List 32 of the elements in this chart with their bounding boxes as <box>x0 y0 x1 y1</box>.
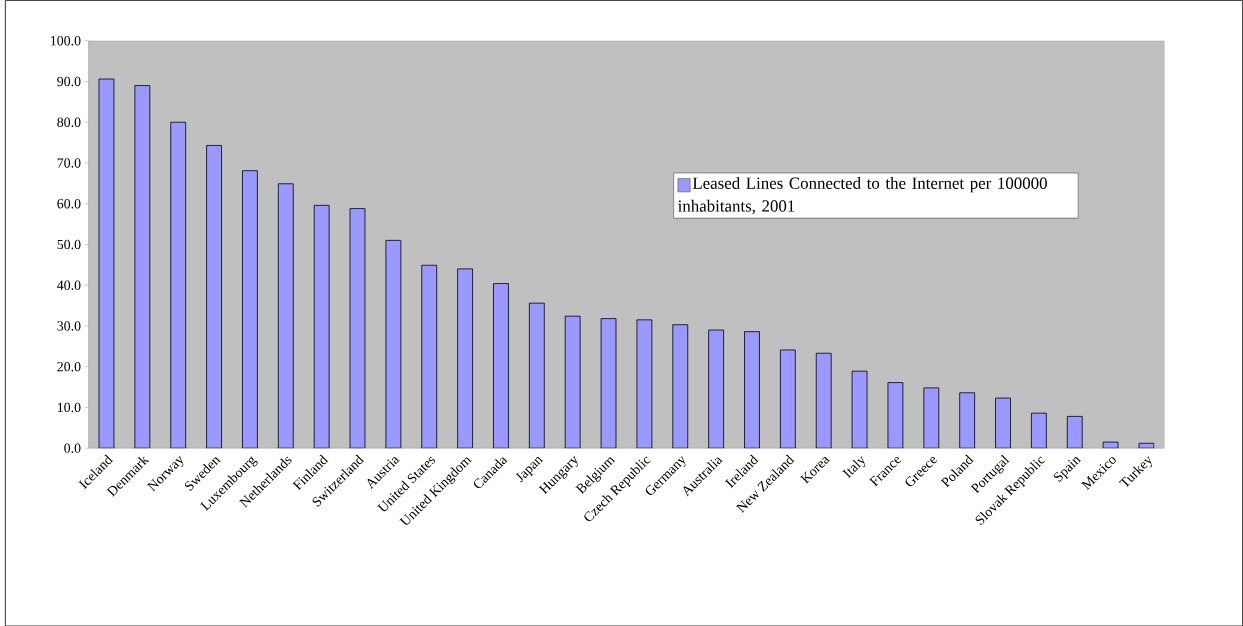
bar <box>242 170 258 448</box>
bar <box>708 329 724 448</box>
bar <box>277 183 294 448</box>
y-tick-label: 100.0 <box>51 35 81 46</box>
bar <box>170 121 187 448</box>
bar <box>1066 415 1083 448</box>
bar <box>923 387 940 448</box>
y-tick-label: 80.0 <box>57 117 81 127</box>
bar <box>206 144 222 448</box>
bar <box>564 315 581 448</box>
y-tick-label: 60.0 <box>57 198 81 209</box>
bar <box>457 268 473 448</box>
bar <box>528 302 545 448</box>
legend-label: Leased Lines Connected to the Internet per 100000 inhabitants, 2001 <box>678 176 1047 214</box>
y-tick-label: 0.0 <box>64 443 81 453</box>
y-tick-label: 10.0 <box>57 402 81 412</box>
y-tick-label: 50.0 <box>57 239 81 249</box>
bar <box>995 397 1011 448</box>
y-tick-label: 70.0 <box>57 158 81 168</box>
bar <box>421 264 438 448</box>
x-tick-label: Italy <box>842 456 866 479</box>
bar <box>779 349 796 448</box>
y-tick-label: 90.0 <box>57 76 81 87</box>
bar <box>493 282 509 448</box>
bar <box>815 352 832 448</box>
bar <box>1031 412 1047 448</box>
y-tick-label: 40.0 <box>57 280 81 290</box>
y-tick-label: 20.0 <box>57 361 81 372</box>
bar <box>744 331 760 448</box>
bar <box>672 324 689 448</box>
y-tick-label: 30.0 <box>57 321 81 331</box>
bar <box>959 392 976 448</box>
